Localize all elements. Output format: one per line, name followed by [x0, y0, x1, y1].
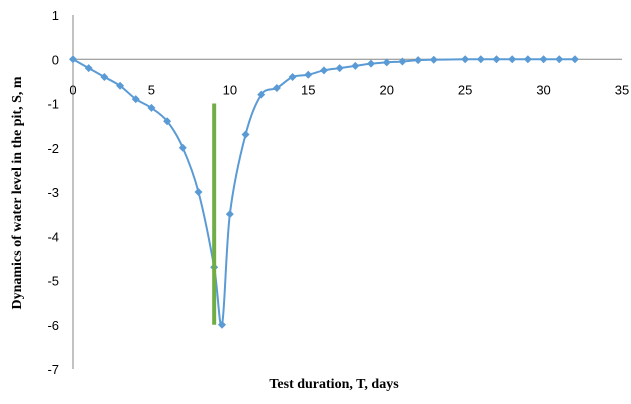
- data-point-marker: [194, 188, 202, 196]
- data-point-marker: [351, 62, 359, 70]
- data-point-marker: [508, 55, 516, 63]
- y-axis-title: Dynamics of water level in the pit, S, m: [10, 76, 25, 309]
- data-point-marker: [226, 210, 234, 218]
- data-point-marker: [367, 60, 375, 68]
- x-tick-label: 25: [458, 82, 472, 97]
- data-point-marker: [571, 55, 579, 63]
- data-point-marker: [477, 55, 485, 63]
- x-tick-label: 20: [379, 82, 393, 97]
- data-point-marker: [100, 73, 108, 81]
- y-tick-label: -2: [47, 141, 59, 156]
- x-tick-label: 30: [536, 82, 550, 97]
- y-tick-label: 1: [52, 8, 59, 23]
- x-tick-labels: 0 5 10 15 20 25 30 35: [69, 82, 629, 97]
- series-group: [69, 55, 579, 329]
- y-tick-label: -3: [47, 185, 59, 200]
- y-tick-label: -7: [47, 362, 59, 377]
- data-point-marker: [398, 57, 406, 65]
- x-tick-label: 10: [223, 82, 237, 97]
- data-point-marker: [179, 144, 187, 152]
- y-tick-label: -6: [47, 318, 59, 333]
- data-point-marker: [430, 56, 438, 64]
- data-point-marker: [524, 55, 532, 63]
- y-tick-label: -4: [47, 229, 59, 244]
- x-axis-title: Test duration, T, days: [269, 377, 399, 392]
- data-point-marker: [493, 55, 501, 63]
- data-point-marker: [85, 64, 93, 72]
- x-tick-label: 15: [301, 82, 315, 97]
- data-point-marker: [320, 66, 328, 74]
- data-point-marker: [304, 71, 312, 79]
- y-tick-label: -5: [47, 274, 59, 289]
- data-point-marker: [461, 55, 469, 63]
- data-point-marker: [555, 55, 563, 63]
- x-tick-label: 5: [148, 82, 155, 97]
- x-tick-label: 35: [615, 82, 629, 97]
- x-tick-label: 0: [69, 82, 76, 97]
- data-point-marker: [540, 55, 548, 63]
- y-tick-label: 0: [52, 52, 59, 67]
- series-line: [73, 59, 575, 326]
- data-point-marker: [414, 56, 422, 64]
- data-point-marker: [242, 130, 250, 138]
- y-tick-label: -1: [47, 97, 59, 112]
- data-point-marker: [69, 55, 77, 63]
- y-tick-labels: 1 0 -1 -2 -3 -4 -5 -6 -7: [47, 8, 59, 377]
- data-point-marker: [336, 64, 344, 72]
- data-point-marker: [289, 73, 297, 81]
